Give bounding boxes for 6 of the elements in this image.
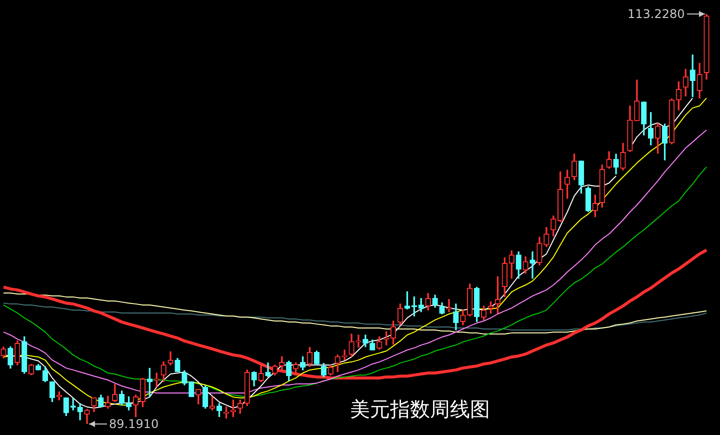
annotation: 89.1910 [109,417,159,431]
text: 美元指数周线图 [350,396,490,423]
candlestick [446,299,452,312]
candlestick [356,334,362,348]
annotation: 113.2280 [628,7,685,21]
candlestick [530,251,536,279]
